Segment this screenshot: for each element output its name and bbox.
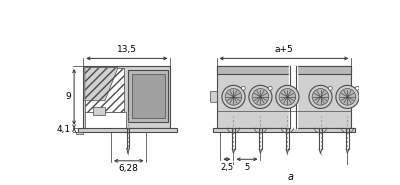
Text: 9: 9 — [65, 92, 71, 101]
Text: 6,28: 6,28 — [119, 164, 139, 173]
FancyBboxPatch shape — [210, 92, 217, 102]
Bar — [128, 70, 168, 122]
Bar — [216, 66, 351, 74]
Text: 13,5: 13,5 — [117, 45, 137, 54]
Text: 2,5: 2,5 — [220, 163, 234, 172]
Circle shape — [222, 85, 245, 108]
Circle shape — [328, 86, 332, 90]
Circle shape — [276, 85, 299, 108]
Bar — [76, 132, 83, 134]
Text: 4,1: 4,1 — [57, 125, 71, 134]
Circle shape — [268, 86, 272, 90]
Circle shape — [336, 85, 359, 108]
Text: 5: 5 — [244, 163, 250, 172]
FancyBboxPatch shape — [350, 92, 358, 102]
Circle shape — [252, 89, 269, 105]
Polygon shape — [85, 68, 118, 101]
Circle shape — [279, 89, 296, 105]
Bar — [216, 66, 351, 128]
Text: a: a — [288, 172, 294, 182]
Text: a+5: a+5 — [274, 45, 293, 54]
Bar — [85, 112, 126, 128]
Bar — [78, 128, 176, 132]
Circle shape — [312, 89, 329, 105]
Circle shape — [339, 89, 356, 105]
Circle shape — [309, 85, 332, 108]
Circle shape — [225, 89, 242, 105]
Bar — [83, 66, 170, 128]
Bar — [132, 74, 165, 118]
Bar — [85, 68, 124, 112]
Circle shape — [241, 86, 245, 90]
Circle shape — [249, 85, 272, 108]
Bar — [93, 107, 105, 115]
Circle shape — [355, 86, 359, 90]
Bar — [213, 128, 355, 132]
